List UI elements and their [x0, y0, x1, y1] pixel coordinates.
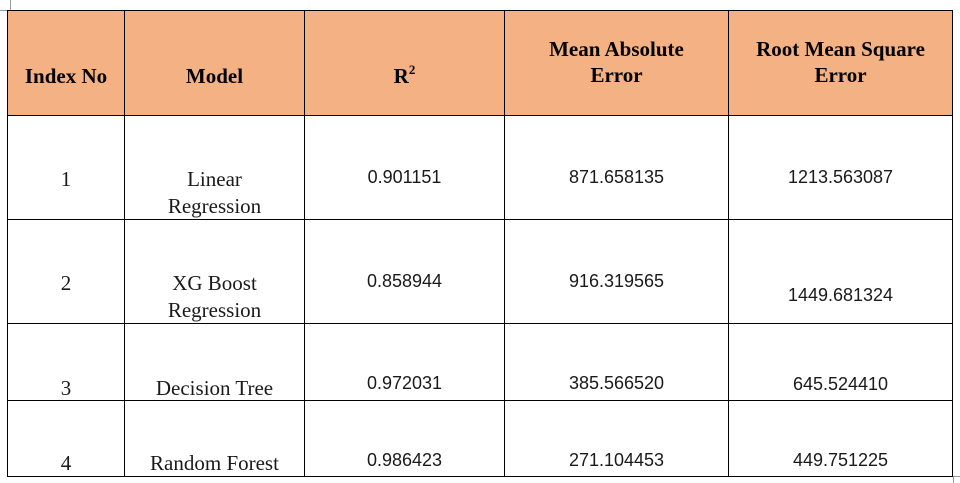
cell-model: Decision Tree: [124, 323, 305, 401]
cell-mae: 385.566520: [504, 323, 729, 401]
cell-mae: 271.104453: [504, 400, 729, 477]
page-corner-mark-bottom-right: [953, 476, 960, 483]
cell-r2: 0.972031: [304, 323, 505, 401]
header-model: Model: [124, 10, 305, 116]
cell-rmse: 1449.681324: [728, 219, 953, 324]
cell-r2: 0.986423: [304, 400, 505, 477]
header-index-no: Index No: [7, 10, 125, 116]
cell-index: 3: [7, 323, 125, 401]
table-row: 1 Linear Regression 0.901151 871.658135 …: [7, 115, 953, 220]
cell-r2: 0.901151: [304, 115, 505, 220]
cell-model: Linear Regression: [124, 115, 305, 220]
cell-index: 2: [7, 219, 125, 324]
cell-model: XG Boost Regression: [124, 219, 305, 324]
header-root-mean-square-error: Root Mean Square Error: [728, 10, 953, 116]
page-corner-mark-top-left: [0, 0, 11, 11]
cell-mae: 916.319565: [504, 219, 729, 324]
table-row: 2 XG Boost Regression 0.858944 916.31956…: [7, 219, 953, 324]
cell-index: 1: [7, 115, 125, 220]
table-row: 4 Random Forest 0.986423 271.104453 449.…: [7, 400, 953, 477]
table-row: 3 Decision Tree 0.972031 385.566520 645.…: [7, 323, 953, 401]
cell-rmse: 1213.563087: [728, 115, 953, 220]
cell-r2: 0.858944: [304, 219, 505, 324]
table-header-row: Index No Model R2 Mean Absolute Error Ro…: [7, 10, 953, 116]
r-squared-superscript: 2: [408, 62, 416, 77]
cell-rmse: 645.524410: [728, 323, 953, 401]
cell-rmse: 449.751225: [728, 400, 953, 477]
header-mean-absolute-error: Mean Absolute Error: [504, 10, 729, 116]
cell-index: 4: [7, 400, 125, 477]
r-squared-base: R: [393, 64, 409, 88]
model-metrics-table: Index No Model R2 Mean Absolute Error Ro…: [7, 10, 953, 477]
cell-model: Random Forest: [124, 400, 305, 477]
cell-mae: 871.658135: [504, 115, 729, 220]
header-r-squared: R2: [304, 10, 505, 116]
